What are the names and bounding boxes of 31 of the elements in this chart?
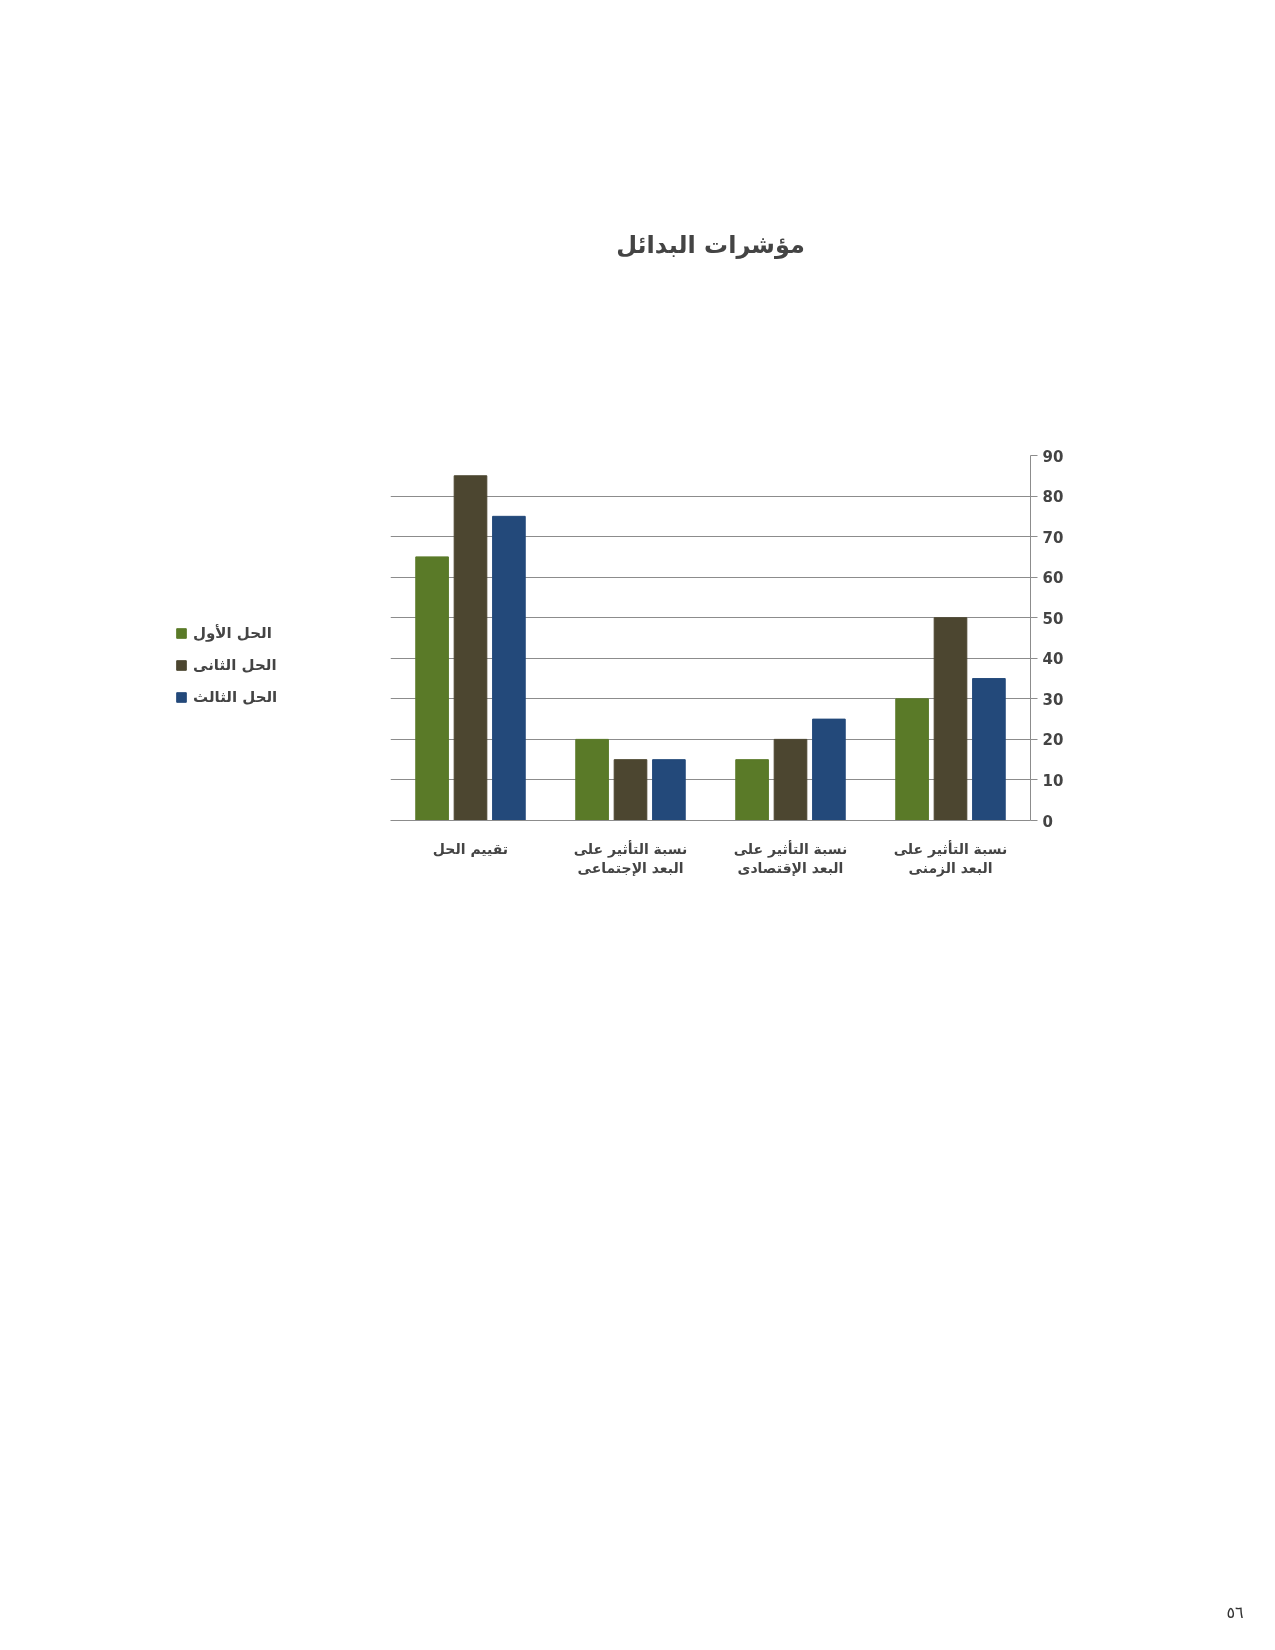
bar [415, 556, 449, 821]
bar [453, 475, 488, 821]
legend-label: الحل الأول [193, 624, 272, 642]
chart-title: مؤشرات البدائل [616, 231, 805, 259]
x-tick-label: تقييم الحل [432, 840, 509, 857]
y-tick-label: 20 [1042, 731, 1064, 750]
text: ٥٦ [1226, 1603, 1244, 1622]
bar [492, 515, 526, 821]
y-tick-label: 90 [1042, 447, 1064, 466]
y-tick-label: 0 [1042, 812, 1053, 831]
bar [972, 678, 1006, 821]
y-tick-label: 10 [1042, 771, 1064, 790]
y-tick-label: 80 [1042, 488, 1064, 507]
legend-label: الحل الثالث [193, 688, 278, 706]
x-tick-label: نسبة التأثير على البعد الإجتماعى [573, 839, 688, 877]
bar [895, 698, 929, 821]
bar [575, 738, 609, 821]
bar [812, 718, 846, 821]
bar [735, 759, 769, 821]
legend-label: الحل الثانى [193, 656, 277, 674]
y-tick-label: 30 [1042, 690, 1064, 709]
bar [933, 617, 968, 821]
bar [613, 759, 648, 821]
x-tick-label: نسبة التأثير على البعد الزمنى [893, 839, 1008, 877]
y-tick-label: 50 [1042, 609, 1064, 628]
y-tick-label: 60 [1042, 569, 1064, 588]
bar [773, 738, 808, 821]
bar [652, 759, 686, 821]
y-tick-label: 40 [1042, 650, 1064, 669]
y-tick-label: 70 [1042, 528, 1064, 547]
x-tick-label: نسبة التأثير على البعد الإقتصادى [733, 839, 848, 877]
